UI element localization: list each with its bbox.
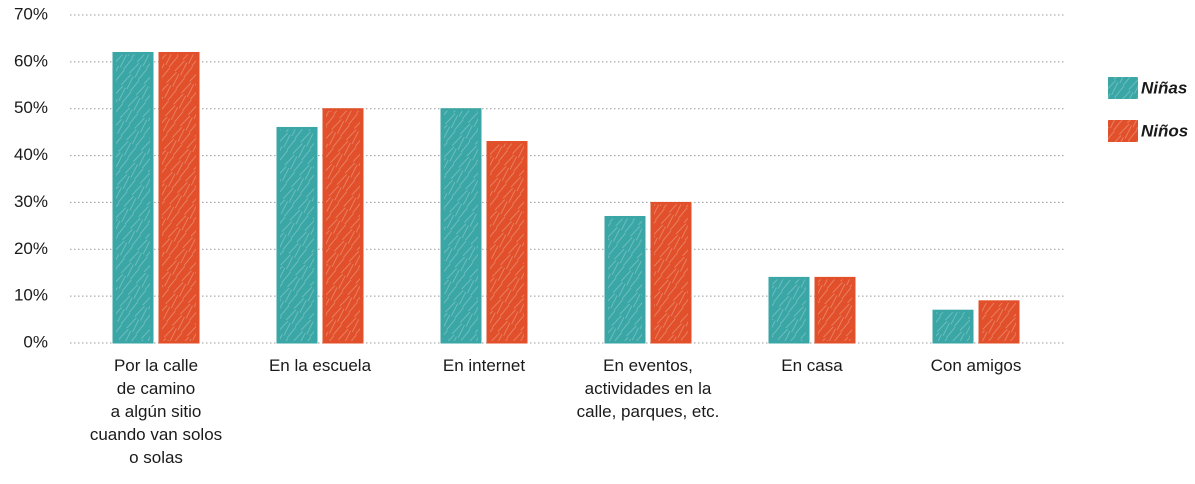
bar xyxy=(322,108,364,344)
y-tick-label: 30% xyxy=(14,192,48,211)
bar xyxy=(650,201,692,344)
y-tick-label: 60% xyxy=(14,51,48,70)
bar xyxy=(768,276,810,344)
legend-swatch-texture xyxy=(1108,77,1138,99)
y-tick-label: 70% xyxy=(14,4,48,23)
x-tick-label: Con amigos xyxy=(931,356,1022,375)
legend-label: Niñas xyxy=(1141,78,1187,97)
y-tick-label: 20% xyxy=(14,239,48,258)
x-tick-label: En internet xyxy=(443,356,525,375)
bar xyxy=(158,51,200,344)
y-tick-label: 0% xyxy=(23,332,48,351)
bar xyxy=(932,309,974,344)
y-tick-label: 10% xyxy=(14,286,48,305)
bar xyxy=(486,141,528,344)
bar xyxy=(112,51,154,344)
y-tick-label: 50% xyxy=(14,98,48,117)
bar xyxy=(814,276,856,344)
x-tick-label: Por la calle de camino a algún sitio cuando… xyxy=(90,356,222,467)
bar xyxy=(978,300,1020,344)
x-tick-label: En eventos, actividades en la calle, parqu… xyxy=(577,356,720,421)
bar xyxy=(604,215,646,344)
legend-swatch-texture xyxy=(1108,120,1138,142)
bar xyxy=(440,108,482,344)
legend-label: Niños xyxy=(1141,121,1188,140)
y-tick-label: 40% xyxy=(14,145,48,164)
x-tick-label: En casa xyxy=(781,356,843,375)
x-tick-label: En la escuela xyxy=(269,356,372,375)
bar xyxy=(276,126,318,344)
